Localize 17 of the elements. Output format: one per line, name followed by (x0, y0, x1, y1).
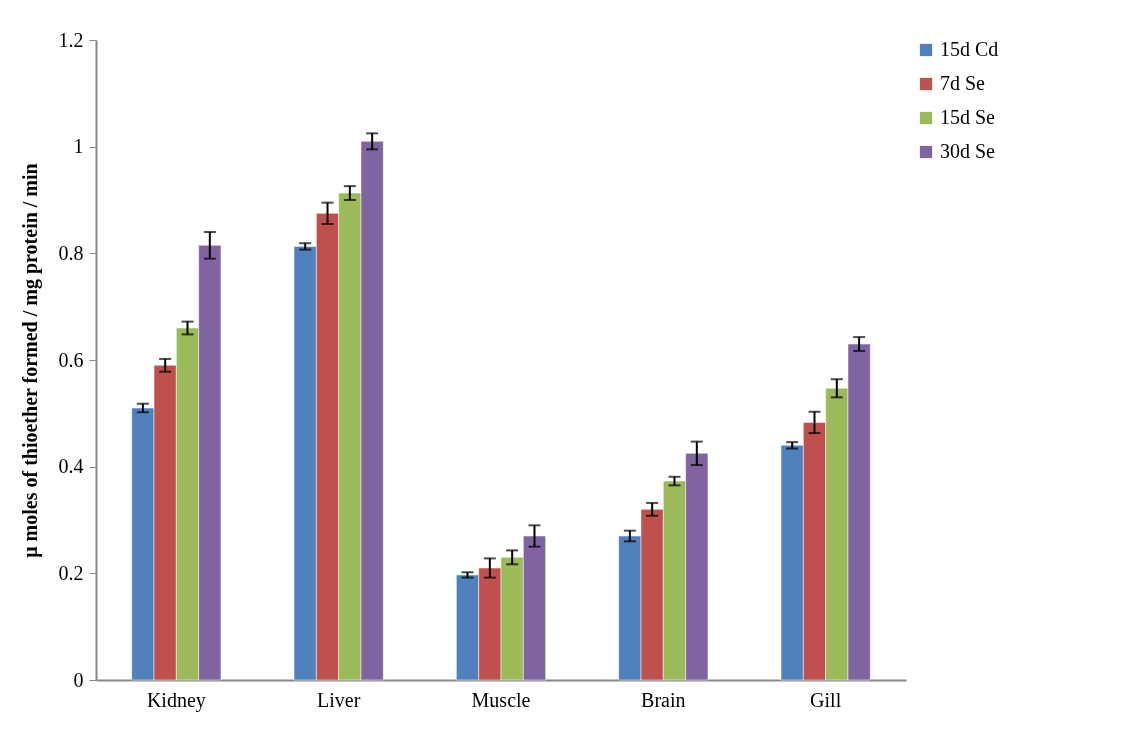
x-tick-label: Brain (641, 688, 686, 711)
y-tick-label: 0.6 (58, 348, 84, 371)
y-tick-label: 0.8 (58, 241, 84, 264)
y-tick-label: 0.2 (58, 561, 84, 584)
y-tick-label: 1.2 (58, 28, 84, 51)
y-tick-label: 1 (73, 135, 84, 158)
legend-label: 15d Se (940, 106, 996, 128)
legend-label: 7d Se (940, 72, 986, 94)
legend-label: 15d Cd (940, 38, 999, 60)
y-tick-label: 0 (73, 668, 84, 691)
legend-label: 30d Se (940, 140, 996, 162)
x-tick-label: Gill (810, 688, 842, 711)
x-tick-label: Muscle (471, 688, 531, 711)
x-tick-label: Kidney (146, 688, 206, 712)
y-tick-label: 0.4 (58, 455, 84, 478)
x-tick-label: Liver (317, 688, 361, 711)
y-axis-title: μ moles of thioether formed / mg protein / min (18, 163, 42, 558)
